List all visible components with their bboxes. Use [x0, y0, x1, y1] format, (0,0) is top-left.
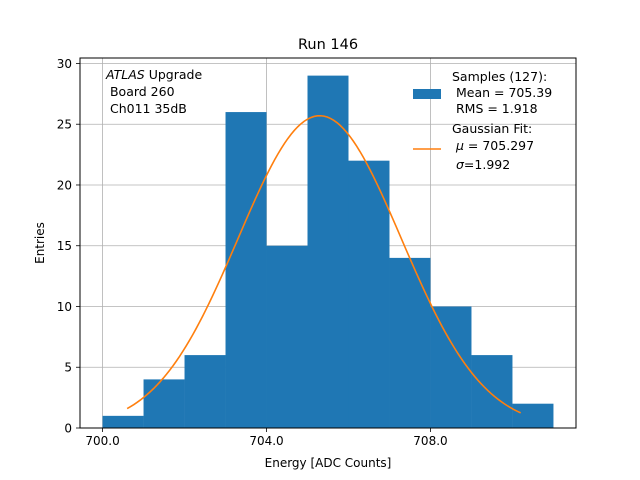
chart-title: Run 146: [298, 37, 358, 53]
legend-fit-mu: μ = 705.297: [452, 138, 534, 153]
atlas-label: ATLAS: [105, 67, 145, 82]
x-tick-label: 708.0: [413, 434, 447, 448]
annotation-line-1: ATLAS Upgrade: [105, 67, 202, 82]
legend-samples-mean: Mean = 705.39: [452, 85, 552, 100]
y-tick-label: 10: [57, 300, 72, 314]
histogram-bar: [225, 112, 267, 428]
upgrade-label: Upgrade: [145, 67, 203, 82]
histogram-bar: [471, 355, 513, 428]
histogram-bars: [102, 75, 554, 428]
annotation-block: ATLAS Upgrade Board 260 Ch011 35dB: [105, 67, 202, 116]
histogram-bar: [348, 160, 390, 428]
legend-samples-swatch: [413, 89, 441, 99]
y-tick-label: 15: [57, 239, 72, 253]
annotation-channel: Ch011 35dB: [106, 101, 187, 116]
x-tick-label: 704.0: [249, 434, 283, 448]
x-tick-label: 700.0: [85, 434, 119, 448]
x-axis-ticks: 700.0 704.0 708.0: [85, 428, 448, 448]
histogram-bar: [389, 257, 431, 428]
y-tick-label: 0: [64, 421, 72, 435]
legend: Samples (127): Mean = 705.39 RMS = 1.918…: [413, 69, 552, 172]
histogram-bar: [307, 75, 349, 428]
mu-value: = 705.297: [464, 138, 534, 153]
y-tick-label: 5: [64, 361, 72, 375]
histogram-bar: [512, 403, 554, 428]
histogram-bar: [143, 379, 185, 428]
sigma-symbol: σ: [456, 157, 465, 172]
gaussian-fit-line: [126, 114, 522, 414]
histogram-bar: [266, 245, 308, 428]
legend-fit-title: Gaussian Fit:: [452, 121, 532, 136]
legend-samples-title: Samples (127):: [452, 69, 547, 84]
histogram-bar: [102, 415, 144, 428]
y-axis-ticks: 0 5 10 15 20 25 30: [57, 57, 80, 435]
histogram-bar: [184, 355, 226, 428]
y-tick-label: 30: [57, 57, 72, 71]
plot-frame: [79, 57, 577, 429]
annotation-board: Board 260: [106, 84, 175, 99]
histogram-bar: [430, 306, 472, 428]
y-axis-label: Entries: [33, 222, 47, 264]
y-tick-label: 25: [57, 118, 72, 132]
legend-fit-sigma: σ=1.992: [452, 157, 510, 172]
x-axis-label: Energy [ADC Counts]: [265, 456, 392, 470]
y-tick-label: 20: [57, 178, 72, 192]
gaussian-fit-curve: [126, 114, 522, 414]
mu-symbol: μ: [455, 138, 464, 153]
legend-samples-rms: RMS = 1.918: [452, 101, 538, 116]
sigma-value: =1.992: [464, 157, 510, 172]
